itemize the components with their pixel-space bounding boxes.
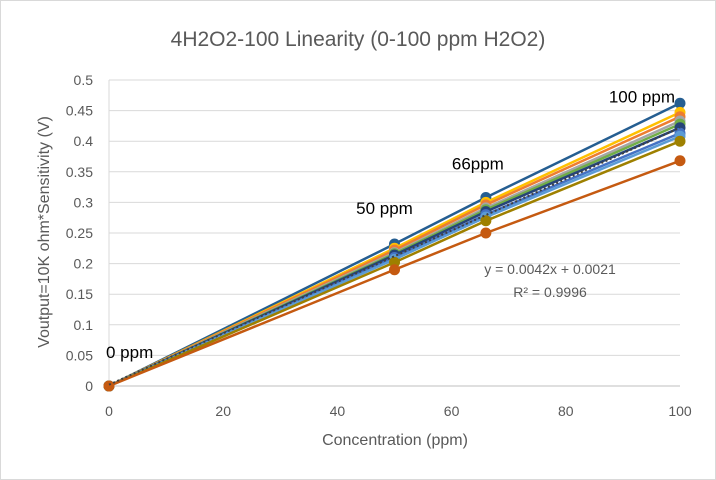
y-tick-label: 0.3 (74, 194, 94, 210)
x-tick-label: 60 (444, 403, 460, 419)
x-tick-label: 40 (330, 403, 346, 419)
data-point (480, 215, 492, 227)
tick-labels: 0 0.05 0.1 0.15 0.2 0.25 0.3 0.35 0.4 0.45 0.5 0 20 4… (66, 72, 692, 419)
series-line (108, 102, 681, 388)
data-point (103, 380, 115, 392)
x-tick-label: 20 (215, 403, 231, 419)
x-tick-label: 100 (668, 403, 692, 419)
trendline (108, 126, 681, 386)
trendline-equation: y = 0.0042x + 0.0021 (484, 261, 616, 277)
y-tick-label: 0.45 (66, 103, 93, 119)
y-tick-label: 0.25 (66, 225, 93, 241)
y-tick-label: 0.1 (74, 317, 94, 333)
x-axis-label: Concentration (ppm) (322, 432, 468, 449)
data-point (674, 135, 686, 147)
point-annotation: 0 ppm (106, 343, 153, 362)
series-line (108, 159, 681, 388)
chart-title: 4H2O2-100 Linearity (0-100 ppm H2O2) (171, 28, 546, 51)
y-axis-label: Voutput=10K ohm*Sensitivity (V) (36, 116, 53, 348)
point-annotation: 66ppm (452, 155, 504, 174)
series-line (108, 140, 681, 388)
data-point (674, 155, 686, 167)
y-tick-label: 0.35 (66, 164, 93, 180)
point-annotation: 50 ppm (356, 199, 413, 218)
y-tick-label: 0.5 (74, 72, 94, 88)
data-point (674, 97, 686, 109)
y-tick-label: 0.4 (74, 133, 94, 149)
annotations: 0 ppm 50 ppm 66ppm 100 ppm (106, 87, 675, 362)
x-tick-label: 0 (105, 403, 113, 419)
data-point (480, 227, 492, 239)
series-group (103, 97, 686, 392)
x-tick-label: 80 (558, 403, 574, 419)
data-point (389, 264, 400, 276)
y-tick-label: 0.05 (66, 347, 93, 363)
y-tick-label: 0.15 (66, 286, 93, 302)
trendline-r-squared: R² = 0.9996 (513, 284, 587, 300)
series-10 (103, 155, 686, 392)
axes (108, 80, 680, 387)
point-annotation: 100 ppm (609, 87, 675, 106)
series-line (108, 135, 681, 388)
trendline-group (108, 126, 681, 386)
y-tick-label: 0.2 (74, 256, 94, 272)
y-tick-label: 0 (85, 378, 93, 394)
